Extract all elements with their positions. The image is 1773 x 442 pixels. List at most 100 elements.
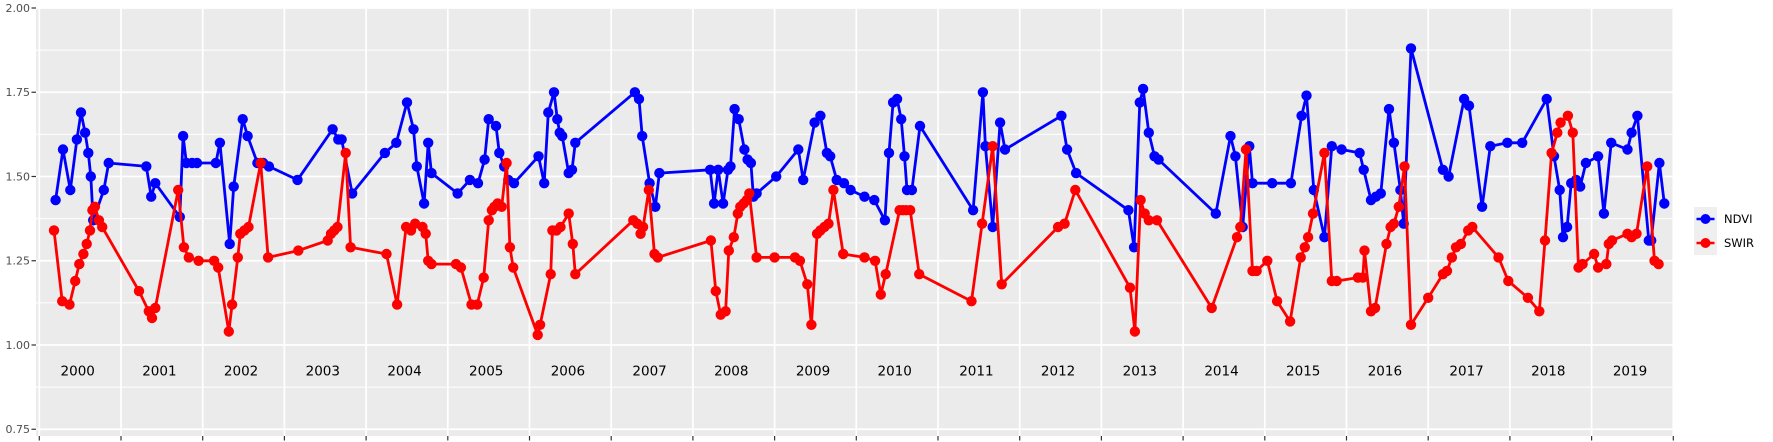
ndvi-point [650,201,661,212]
swir-point [1522,292,1534,303]
swir-point [728,232,739,243]
ndvi-point [1358,164,1369,175]
swir-point [178,242,190,253]
swir-point [381,248,392,260]
swir-point [1295,252,1306,263]
swir-point [723,245,734,256]
swir-point [1357,272,1369,283]
ndvi-point [825,151,836,162]
ndvi-point [1210,208,1222,219]
swir-point [705,235,717,246]
swir-point [48,225,60,236]
swir-point [720,306,731,317]
ndvi-point [1405,43,1417,54]
swir-point [483,215,494,226]
swir-point [70,275,81,287]
swir-point [345,242,356,253]
ndvi-point [237,114,248,125]
swir-point [1388,218,1400,229]
swir-point [905,205,916,216]
year-label: 2004 [387,364,421,380]
swir-point [880,269,891,280]
swir-point [1331,275,1342,287]
swir-point [504,242,516,253]
legend-label-ndvi: NDVI [1724,212,1753,226]
ndvi-point [426,167,437,179]
swir-point [1206,302,1217,314]
ndvi-point [228,181,239,192]
swir-point [1262,255,1273,266]
year-label: 2014 [1204,364,1238,380]
ndvi-point [906,184,918,196]
swir-point [1381,238,1392,250]
year-label: 2015 [1286,364,1320,380]
ndvi-point [150,178,161,189]
swir-point [1399,161,1410,172]
year-label: 2012 [1041,364,1075,380]
ndvi-point [103,157,114,169]
ndvi-point [141,161,152,172]
ndvi-point [739,144,750,155]
ndvi-point [1463,100,1475,111]
ndvi-point [1557,232,1569,243]
swir-point [1552,127,1563,138]
ndvi-point [1388,137,1400,148]
ndvi-point [533,151,544,162]
swir-point [1251,265,1262,277]
year-label: 2008 [714,364,748,380]
swir-point [213,262,224,273]
swir-point [223,326,234,337]
ndvi-point [479,154,490,165]
swir-point [1555,117,1566,128]
ndvi-point [869,194,880,206]
ndvi-point [423,137,434,148]
swir-point [567,238,578,250]
ndvi-point [1301,90,1312,101]
ndvi-point [914,120,926,132]
ndvi-point [1646,235,1657,246]
year-label: 2013 [1123,364,1157,380]
ndvi-point [327,124,338,135]
swir-point [1240,144,1252,155]
ndvi-point [347,188,358,199]
year-label: 2003 [306,364,340,380]
ndvi-point [883,147,895,159]
ndvi-point [798,174,809,186]
ndvi-point [771,171,782,182]
legend-key-point-icon [1700,238,1711,248]
ndvi-point [1654,157,1665,169]
swir-point [150,302,161,314]
swir-point [1539,235,1551,246]
ndvi-point [751,188,762,199]
swir-point [391,299,403,310]
swir-point [84,225,96,236]
swir-point [1546,147,1557,159]
ndvi-point [1070,167,1082,179]
ndvi-point [79,127,91,138]
swir-point [1455,238,1467,250]
swir-point [293,245,304,256]
ndvi-point [146,191,157,202]
swir-point [1235,221,1246,233]
y-axis-tick-label: 1.50 [6,170,31,183]
swir-point [1135,194,1146,206]
ndvi-point [1137,83,1149,95]
swir-point [1562,110,1574,122]
swir-point [823,218,834,229]
swir-point [710,285,721,297]
swir-point [133,285,145,297]
swir-point [875,289,886,300]
swir-point [1446,252,1458,263]
swir-point [1393,201,1405,212]
ndvi-point [717,198,729,209]
swir-point [751,252,762,263]
year-label: 2011 [959,364,993,380]
ndvi-point [1626,127,1637,138]
swir-point [914,269,925,280]
ndvi-point [845,184,856,196]
swir-point [987,141,998,152]
ndvi-point [83,147,94,159]
ndvi-point [980,141,991,152]
